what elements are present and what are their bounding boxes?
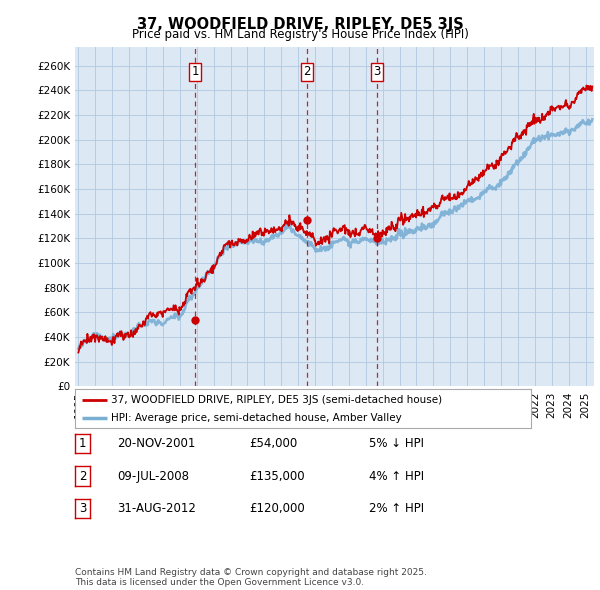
Text: 4% ↑ HPI: 4% ↑ HPI xyxy=(369,470,424,483)
Text: Contains HM Land Registry data © Crown copyright and database right 2025.
This d: Contains HM Land Registry data © Crown c… xyxy=(75,568,427,587)
Text: 09-JUL-2008: 09-JUL-2008 xyxy=(117,470,189,483)
Text: HPI: Average price, semi-detached house, Amber Valley: HPI: Average price, semi-detached house,… xyxy=(112,413,402,423)
Text: 37, WOODFIELD DRIVE, RIPLEY, DE5 3JS: 37, WOODFIELD DRIVE, RIPLEY, DE5 3JS xyxy=(137,17,463,31)
Text: 1: 1 xyxy=(79,437,86,450)
Text: 1: 1 xyxy=(191,65,199,78)
Text: 2% ↑ HPI: 2% ↑ HPI xyxy=(369,502,424,515)
Text: 3: 3 xyxy=(79,502,86,515)
Text: Price paid vs. HM Land Registry's House Price Index (HPI): Price paid vs. HM Land Registry's House … xyxy=(131,28,469,41)
Text: £120,000: £120,000 xyxy=(249,502,305,515)
Text: 5% ↓ HPI: 5% ↓ HPI xyxy=(369,437,424,450)
Text: 2: 2 xyxy=(304,65,311,78)
Text: 2: 2 xyxy=(79,470,86,483)
Text: 3: 3 xyxy=(373,65,381,78)
Text: 20-NOV-2001: 20-NOV-2001 xyxy=(117,437,196,450)
Text: 37, WOODFIELD DRIVE, RIPLEY, DE5 3JS (semi-detached house): 37, WOODFIELD DRIVE, RIPLEY, DE5 3JS (se… xyxy=(112,395,443,405)
Text: 31-AUG-2012: 31-AUG-2012 xyxy=(117,502,196,515)
Text: £135,000: £135,000 xyxy=(249,470,305,483)
Text: £54,000: £54,000 xyxy=(249,437,297,450)
